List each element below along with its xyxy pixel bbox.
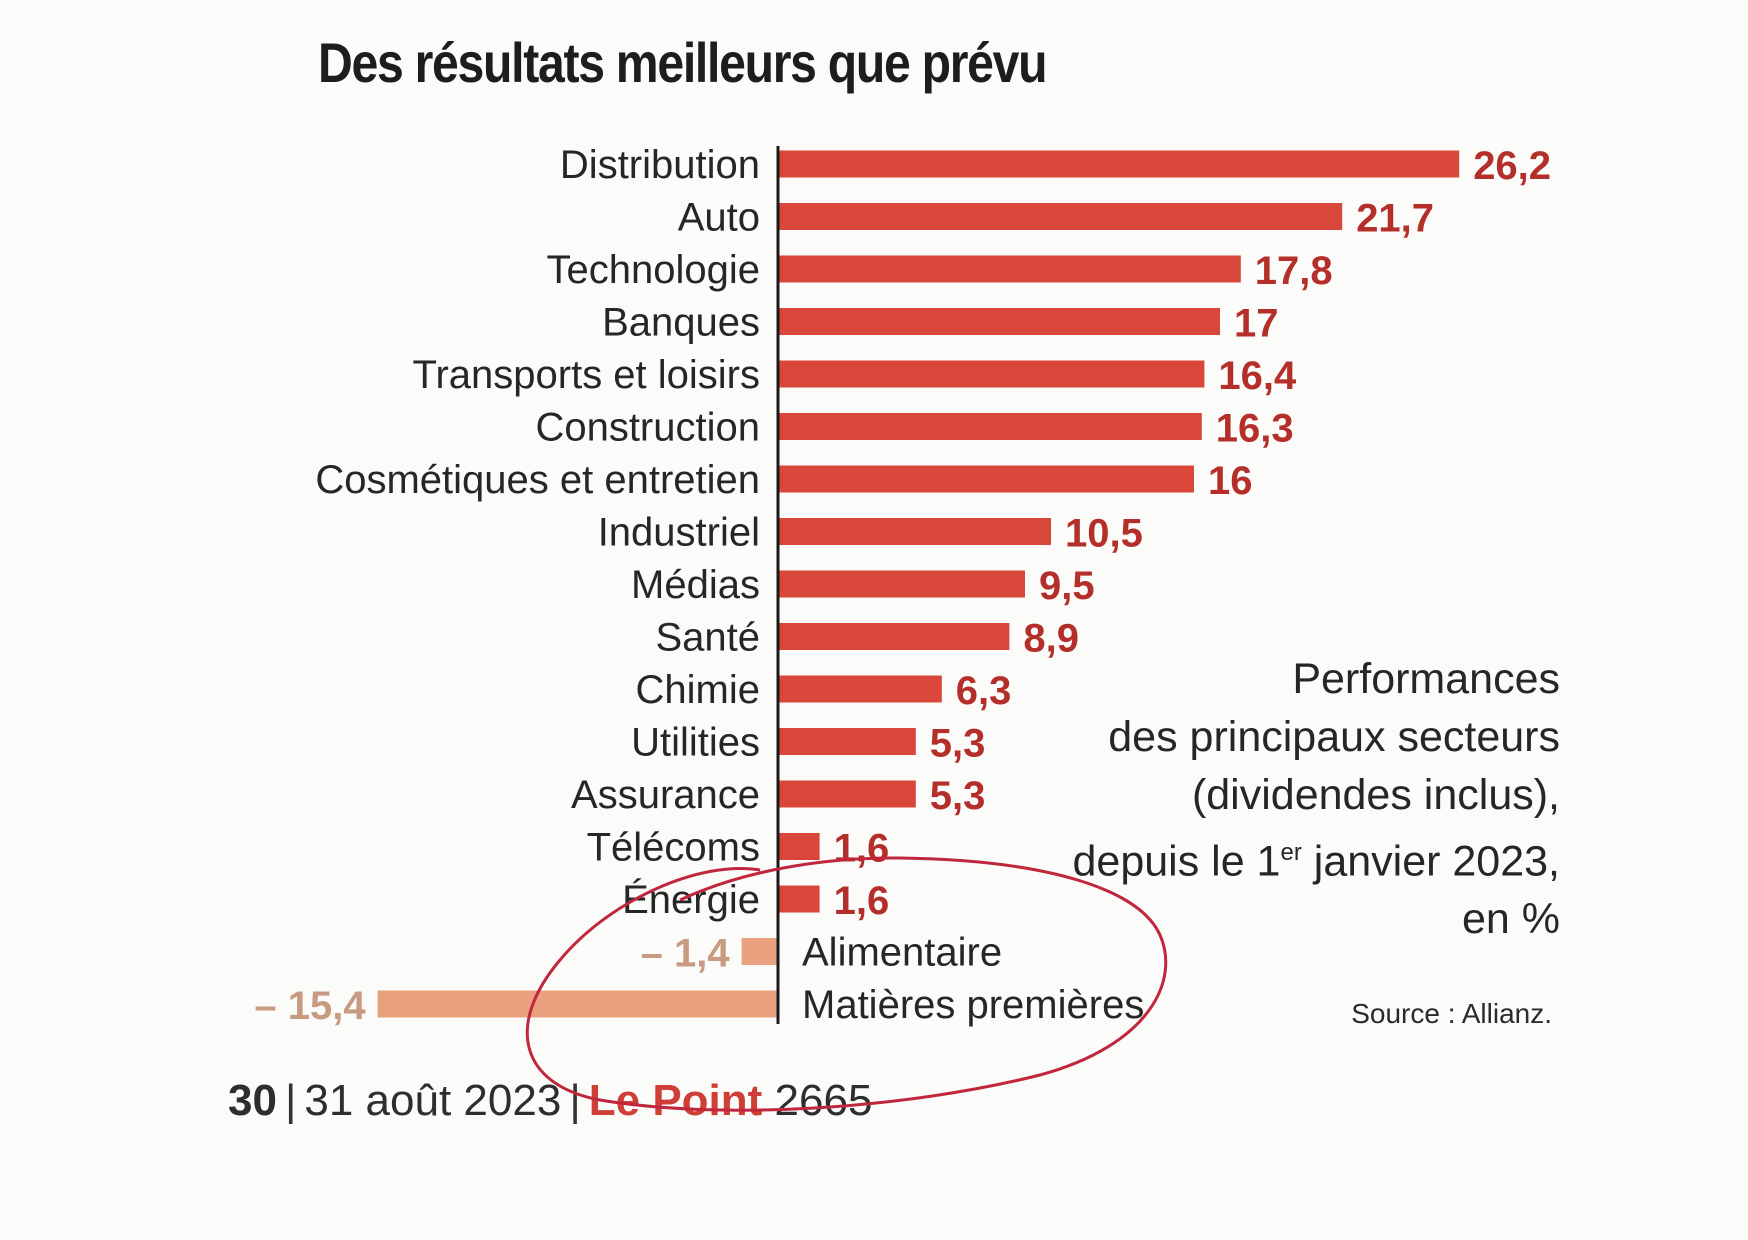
category-label: Énergie (622, 877, 760, 922)
value-label: 1,6 (834, 879, 890, 923)
bar (778, 623, 1010, 650)
value-label: 9,5 (1039, 564, 1095, 608)
brand-name: Le Point (588, 1076, 763, 1125)
bar (778, 885, 820, 913)
issue-number: 2665 (774, 1076, 873, 1125)
category-label: Banques (602, 301, 760, 345)
bar (778, 675, 942, 703)
issue-date: 31 août 2023 (304, 1076, 562, 1125)
category-label: Matières premières (802, 983, 1144, 1027)
bar (778, 150, 1460, 178)
caption-line: Performances (1292, 655, 1560, 703)
footer-separator: | (569, 1076, 581, 1125)
value-label: 16,4 (1218, 354, 1297, 398)
category-label: Alimentaire (802, 931, 1002, 975)
bar (778, 728, 916, 755)
category-label: Assurance (571, 773, 760, 817)
value-label: 17 (1234, 302, 1279, 346)
value-label: 17,8 (1255, 249, 1333, 293)
value-label: – 1,4 (641, 932, 731, 976)
category-label: Transports et loisirs (413, 353, 761, 397)
caption-line: depuis le 1er janvier 2023, (1072, 837, 1560, 886)
chart-caption: Performances des principaux secteurs (di… (1000, 650, 1560, 948)
value-label: 10,5 (1065, 512, 1143, 556)
value-label: 8,9 (1023, 617, 1079, 661)
value-label: 5,3 (930, 722, 986, 766)
bar (778, 360, 1205, 388)
chart-title: Des résultats meilleurs que prévu (318, 31, 1048, 94)
value-label: 5,3 (930, 774, 986, 818)
category-label: Technologie (547, 248, 761, 292)
category-label: Médias (631, 563, 760, 607)
value-label: 21,7 (1356, 197, 1434, 241)
category-label: Construction (535, 406, 760, 450)
bar (778, 413, 1202, 440)
category-label: Chimie (636, 668, 760, 712)
category-label: Télécoms (587, 826, 760, 870)
bar (778, 518, 1051, 545)
value-label: 16,3 (1216, 407, 1294, 451)
caption-line: des principaux secteurs (1108, 713, 1560, 761)
page-number: 30 (228, 1076, 277, 1125)
category-label: Utilities (631, 721, 760, 765)
bar (778, 465, 1194, 493)
footer-separator: | (284, 1076, 297, 1125)
category-label: Distribution (560, 143, 760, 187)
bar (778, 780, 916, 808)
bar (778, 255, 1241, 283)
bar (778, 570, 1025, 598)
category-label: Auto (678, 196, 760, 240)
bar (778, 203, 1343, 230)
caption-line: en % (1461, 895, 1560, 944)
bar (778, 833, 820, 860)
bar (377, 990, 778, 1018)
value-label: – 15,4 (254, 984, 366, 1028)
bar (741, 938, 778, 965)
page-footer: 30 | 31 août 2023 | Le Point 2665 (228, 1076, 872, 1126)
value-label: 16 (1208, 459, 1253, 503)
value-label: 6,3 (956, 669, 1012, 713)
caption-line: (dividendes inclus), (1191, 771, 1560, 819)
value-label: 26,2 (1473, 144, 1551, 188)
bar (778, 308, 1220, 335)
category-label: Santé (655, 616, 760, 660)
source-note: Source : Allianz. (1351, 998, 1552, 1029)
category-label: Cosmétiques et entretien (315, 458, 760, 502)
category-label: Industriel (598, 511, 760, 555)
value-label: 1,6 (834, 827, 890, 871)
